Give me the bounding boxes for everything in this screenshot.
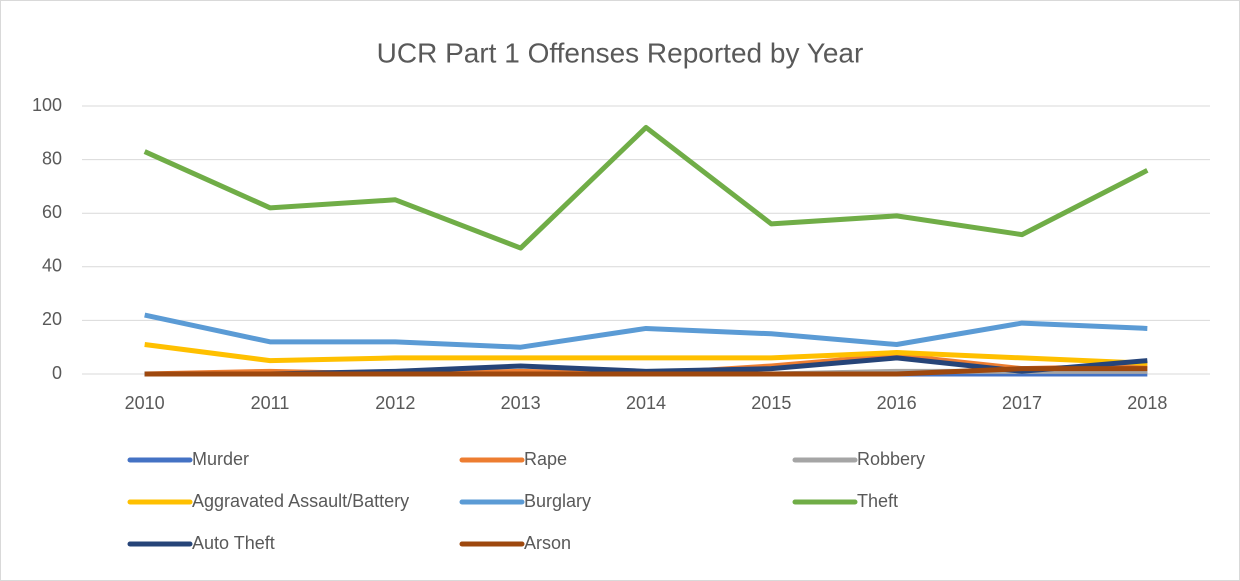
legend-label: Auto Theft xyxy=(192,533,275,553)
chart-title: UCR Part 1 Offenses Reported by Year xyxy=(377,37,864,68)
y-tick-label: 20 xyxy=(42,309,62,329)
y-tick-label: 100 xyxy=(32,95,62,115)
series-line xyxy=(143,124,1149,251)
legend-label: Robbery xyxy=(857,449,925,469)
x-tick-label: 2017 xyxy=(1002,393,1042,413)
y-tick-label: 80 xyxy=(42,148,62,168)
y-tick-label: 0 xyxy=(52,363,62,383)
legend-label: Rape xyxy=(524,449,567,469)
y-tick-label: 60 xyxy=(42,202,62,222)
x-tick-label: 2016 xyxy=(877,393,917,413)
x-tick-label: 2018 xyxy=(1127,393,1167,413)
y-tick-label: 40 xyxy=(42,256,62,276)
series-line xyxy=(144,366,1148,377)
x-tick-label: 2015 xyxy=(751,393,791,413)
legend-label: Aggravated Assault/Battery xyxy=(192,491,409,511)
x-tick-label: 2011 xyxy=(251,393,290,413)
x-tick-label: 2013 xyxy=(501,393,541,413)
x-tick-label: 2014 xyxy=(626,393,666,413)
legend-label: Burglary xyxy=(524,491,591,511)
series-line xyxy=(144,312,1148,350)
legend-label: Theft xyxy=(857,491,898,511)
series-line xyxy=(144,342,1148,366)
x-tick-label: 2012 xyxy=(375,393,415,413)
legend-label: Arson xyxy=(524,533,571,553)
legend-label: Murder xyxy=(192,449,249,469)
x-tick-label: 2010 xyxy=(125,393,165,413)
